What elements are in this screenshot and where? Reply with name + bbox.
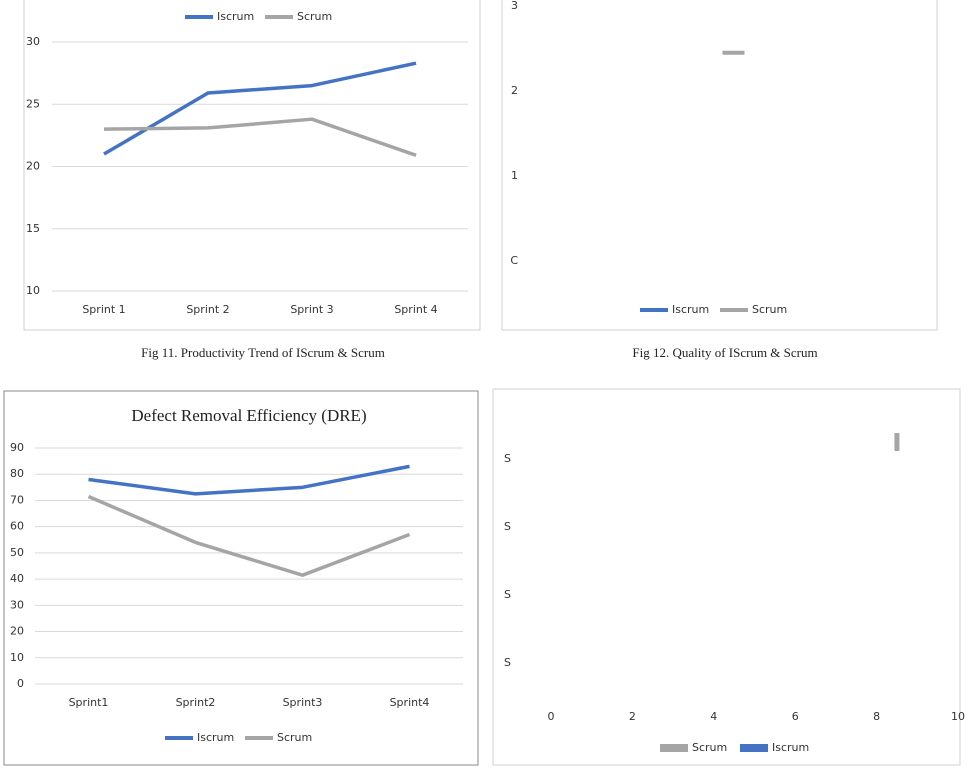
figure-caption: Fig 12. Quality of IScrum & Scrum [632, 345, 817, 360]
legend-label: Scrum [277, 731, 312, 744]
x-tick-label: Sprint4 [390, 696, 430, 709]
y-tick-label: 2 [511, 84, 518, 97]
legend-label: Iscrum [772, 741, 809, 754]
y-tick-label: 15 [26, 222, 40, 235]
x-tick-label: Sprint 2 [186, 303, 229, 316]
y-tick-label: 40 [10, 572, 24, 585]
y-tick-label: 50 [10, 546, 24, 559]
y-tick-label: 80 [10, 467, 24, 480]
series-line [103, 61, 417, 156]
x-tick-label: Sprint3 [283, 696, 323, 709]
x-tick-label: Sprint1 [69, 696, 109, 709]
y-tick-label: S [504, 588, 511, 601]
x-tick-label: 8 [873, 710, 880, 723]
y-tick-label: 3 [511, 0, 518, 12]
y-tick-label: 20 [26, 160, 40, 173]
x-tick-label: Sprint 3 [290, 303, 333, 316]
legend-label: Iscrum [672, 303, 709, 316]
series-line [103, 117, 417, 157]
x-tick-label: 10 [951, 710, 965, 723]
y-tick-label: 25 [26, 97, 40, 110]
legend-label: Iscrum [217, 10, 254, 23]
chart-frame [23, 0, 481, 331]
y-tick-label: 20 [10, 625, 24, 638]
y-tick-label: S [504, 656, 511, 669]
y-tick-label: 10 [26, 284, 40, 297]
chart-frame [3, 390, 479, 766]
chart-frame [492, 388, 961, 766]
x-tick-label: 2 [629, 710, 636, 723]
legend-label: Scrum [752, 303, 787, 316]
figure-caption: Fig 11. Productivity Trend of IScrum & S… [141, 345, 385, 360]
x-tick-label: Sprint 1 [82, 303, 125, 316]
x-tick-label: 6 [792, 710, 799, 723]
y-tick-label: 70 [10, 493, 24, 506]
x-tick-label: 4 [710, 710, 717, 723]
legend-label: Iscrum [197, 731, 234, 744]
y-tick-label: S [504, 452, 511, 465]
y-tick-label: 90 [10, 441, 24, 454]
series-line [88, 464, 410, 496]
y-tick-label: 0 [17, 677, 24, 690]
dot-mark [894, 433, 900, 451]
y-tick-label: 10 [10, 651, 24, 664]
x-tick-label: Sprint2 [176, 696, 216, 709]
y-tick-label: S [504, 520, 511, 533]
chart-frame [501, 0, 938, 331]
y-tick-label: 30 [26, 35, 40, 48]
x-tick-label: 0 [548, 710, 555, 723]
y-tick-label: 60 [10, 520, 24, 533]
legend-label: Scrum [297, 10, 332, 23]
legend-label: Scrum [692, 741, 727, 754]
series-line [87, 494, 411, 577]
y-tick-label: C [510, 254, 518, 267]
chart-title: Defect Removal Efficiency (DRE) [131, 406, 366, 425]
y-tick-label: 30 [10, 598, 24, 611]
x-tick-label: Sprint 4 [394, 303, 437, 316]
y-tick-label: 1 [511, 169, 518, 182]
